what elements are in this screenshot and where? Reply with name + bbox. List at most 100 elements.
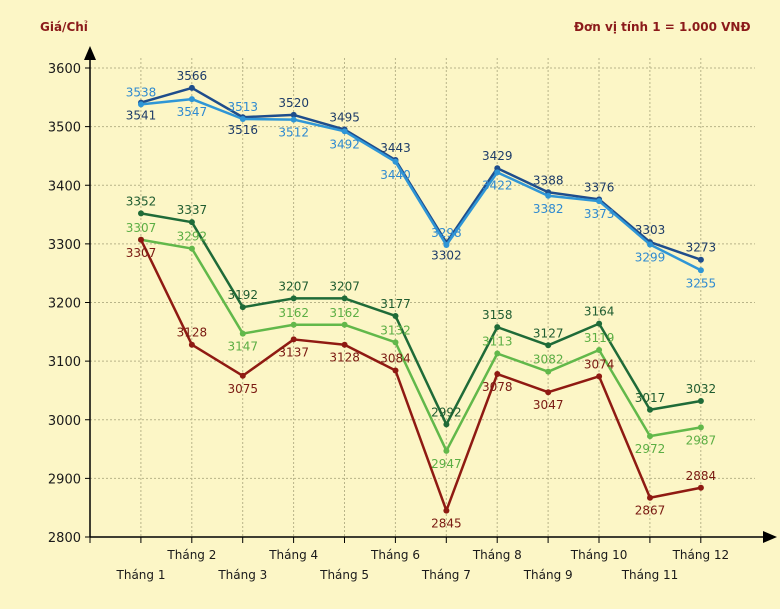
data-label: 3119: [584, 331, 615, 345]
data-point: [188, 84, 195, 91]
data-point: [596, 346, 603, 353]
data-point: [392, 312, 399, 319]
data-label: 2987: [686, 433, 717, 447]
y-axis-title: Giá/Chỉ: [40, 20, 88, 34]
data-point: [188, 219, 195, 226]
data-label: 3207: [329, 279, 360, 293]
data-label: 3516: [228, 123, 259, 137]
data-point: [494, 165, 501, 172]
data-point: [239, 116, 246, 123]
data-point: [290, 295, 297, 302]
data-point: [138, 210, 144, 217]
data-point: [545, 389, 552, 396]
data-label: 3128: [329, 351, 360, 365]
x-tick-label: Tháng 2: [166, 548, 216, 562]
data-label: 3352: [126, 194, 157, 208]
data-label: 3373: [584, 207, 615, 221]
data-point: [596, 320, 603, 327]
y-tick-label: 3300: [48, 238, 81, 253]
data-point: [290, 111, 297, 118]
data-label: 3147: [228, 340, 259, 354]
data-label: 3078: [482, 380, 513, 394]
data-label: 3513: [228, 100, 259, 114]
data-label: 3429: [482, 149, 513, 163]
data-label: 3538: [126, 85, 157, 99]
y-tick-label: 3400: [48, 179, 81, 194]
y-tick-label: 3100: [48, 355, 81, 370]
data-point: [697, 256, 704, 263]
data-label: 3566: [177, 69, 208, 83]
line-series-darkred: [139, 239, 702, 512]
data-label: 3388: [533, 173, 564, 187]
y-tick-label: 3500: [48, 121, 81, 136]
data-label: 2972: [635, 442, 666, 456]
x-tick-label: Tháng 9: [523, 568, 573, 582]
data-label: 3520: [278, 96, 309, 110]
data-point: [697, 484, 704, 491]
data-point: [188, 245, 195, 252]
data-label: 3292: [177, 230, 208, 244]
x-axis-arrow: [763, 531, 777, 543]
data-point: [596, 373, 603, 380]
x-tick-label: Tháng 3: [217, 568, 267, 582]
data-label: 3158: [482, 308, 513, 322]
data-label: 3032: [686, 382, 717, 396]
data-point: [697, 397, 704, 404]
data-label: 3495: [329, 111, 360, 125]
data-point: [188, 96, 195, 103]
data-label: 3128: [177, 326, 208, 340]
data-point: [341, 341, 348, 348]
data-label: 3302: [431, 249, 462, 263]
x-tick-label: Tháng 11: [621, 568, 679, 582]
data-label: 3192: [228, 288, 259, 302]
data-point: [647, 494, 653, 501]
data-label: 3177: [380, 297, 411, 311]
line-series-lightgreen: [140, 238, 702, 453]
data-label: 3075: [228, 382, 259, 396]
data-point: [188, 341, 195, 348]
data-label: 2867: [635, 504, 666, 518]
data-label: 3047: [533, 398, 564, 412]
data-point: [290, 116, 297, 123]
y-tick-label: 3600: [48, 62, 81, 77]
data-point: [545, 368, 552, 375]
data-label: 3541: [126, 109, 157, 123]
y-tick-label: 3200: [48, 297, 81, 312]
data-label: 3074: [584, 357, 615, 371]
data-point: [290, 321, 297, 328]
x-tick-label: Tháng 8: [472, 548, 522, 562]
unit-note: Đơn vị tính 1 = 1.000 VNĐ: [574, 20, 751, 34]
data-label: 2947: [431, 457, 462, 471]
data-label: 3164: [584, 305, 615, 319]
data-label: 3307: [126, 221, 157, 235]
data-point: [239, 304, 246, 311]
data-label: 3512: [278, 126, 309, 140]
data-label: 2992: [431, 405, 462, 419]
data-point: [697, 267, 704, 274]
data-label: 3440: [380, 168, 411, 182]
line-series-darkgreen: [140, 212, 702, 426]
data-point: [341, 295, 348, 302]
data-label: 3255: [686, 276, 717, 290]
data-label: 3137: [278, 345, 309, 359]
data-point: [290, 336, 297, 343]
line-series-navy: [140, 86, 702, 261]
y-tick-label: 2900: [48, 472, 81, 487]
data-point: [697, 424, 704, 431]
data-label: 3337: [177, 203, 208, 217]
data-point: [647, 241, 653, 248]
y-tick-label: 2800: [48, 531, 81, 546]
data-point: [494, 169, 501, 176]
data-label: 3422: [482, 178, 513, 192]
data-point: [647, 406, 653, 413]
data-label: 3299: [635, 250, 666, 264]
x-tick-label: Tháng 1: [116, 568, 166, 582]
data-point: [545, 342, 552, 349]
data-point: [392, 339, 399, 346]
data-point: [494, 350, 501, 357]
data-point: [494, 371, 501, 378]
data-label: 3017: [635, 391, 666, 405]
data-point: [341, 321, 348, 328]
data-label: 3547: [177, 105, 208, 119]
